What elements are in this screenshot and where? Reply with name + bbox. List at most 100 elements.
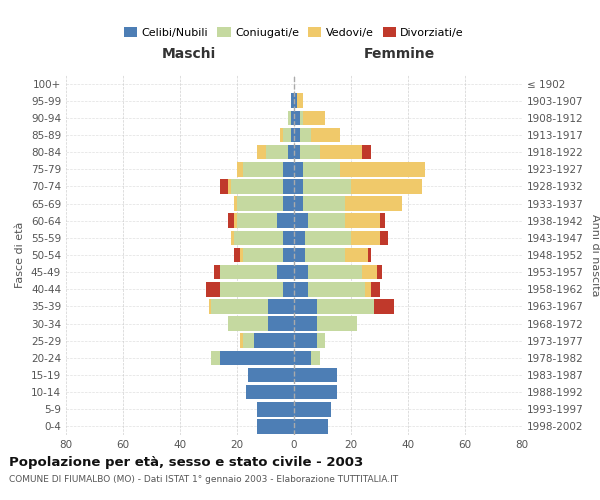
Bar [351,230,380,245]
Bar [237,162,242,176]
Y-axis label: Fasce di età: Fasce di età [16,222,25,288]
Bar [242,334,254,348]
Bar [232,179,283,194]
Bar [317,299,374,314]
Bar [371,282,380,296]
Bar [294,94,297,108]
Bar [368,248,371,262]
Bar [380,230,388,245]
Bar [317,316,356,331]
Text: COMUNE DI FIUMALBO (MO) - Dati ISTAT 1° gennaio 2003 - Elaborazione TUTTITALIA.I: COMUNE DI FIUMALBO (MO) - Dati ISTAT 1° … [9,475,398,484]
Bar [265,145,289,160]
Bar [294,350,311,365]
Bar [308,282,365,296]
Bar [220,265,277,280]
Bar [234,214,237,228]
Bar [245,385,294,400]
Bar [308,265,362,280]
Bar [302,196,346,211]
Bar [234,248,240,262]
Bar [257,402,294,416]
Bar [294,248,305,262]
Text: Popolazione per età, sesso e stato civile - 2003: Popolazione per età, sesso e stato civil… [9,456,363,469]
Bar [248,368,294,382]
Bar [374,299,394,314]
Bar [291,110,294,125]
Bar [257,419,294,434]
Bar [300,128,311,142]
Bar [240,248,242,262]
Bar [206,282,220,296]
Bar [294,265,308,280]
Bar [237,214,277,228]
Text: Femmine: Femmine [363,46,434,60]
Bar [297,94,302,108]
Bar [234,230,283,245]
Bar [302,110,325,125]
Bar [283,128,291,142]
Bar [308,214,346,228]
Bar [302,179,351,194]
Bar [268,299,294,314]
Bar [234,196,237,211]
Bar [289,145,294,160]
Bar [300,110,302,125]
Text: Maschi: Maschi [162,46,216,60]
Bar [294,282,308,296]
Bar [280,128,283,142]
Bar [294,110,300,125]
Bar [346,196,403,211]
Bar [288,110,291,125]
Bar [220,282,283,296]
Bar [214,265,220,280]
Bar [294,419,328,434]
Bar [283,248,294,262]
Legend: Celibi/Nubili, Coniugati/e, Vedovi/e, Divorziati/e: Celibi/Nubili, Coniugati/e, Vedovi/e, Di… [119,23,469,42]
Bar [283,162,294,176]
Bar [211,299,268,314]
Bar [294,385,337,400]
Bar [340,162,425,176]
Bar [209,299,211,314]
Bar [240,334,242,348]
Bar [220,179,229,194]
Bar [294,145,300,160]
Bar [229,214,234,228]
Bar [294,334,317,348]
Bar [311,128,340,142]
Bar [232,230,234,245]
Bar [291,128,294,142]
Bar [380,214,385,228]
Bar [268,316,294,331]
Bar [377,265,382,280]
Bar [283,196,294,211]
Bar [311,350,320,365]
Bar [220,350,294,365]
Bar [305,230,351,245]
Bar [320,145,362,160]
Bar [362,265,377,280]
Bar [300,145,320,160]
Bar [211,350,220,365]
Bar [243,248,283,262]
Bar [283,230,294,245]
Bar [294,214,308,228]
Bar [305,248,346,262]
Bar [254,334,294,348]
Bar [291,94,294,108]
Bar [277,214,294,228]
Bar [351,179,422,194]
Bar [294,368,337,382]
Bar [362,145,371,160]
Bar [277,265,294,280]
Bar [283,282,294,296]
Bar [317,334,325,348]
Bar [365,282,371,296]
Y-axis label: Anni di nascita: Anni di nascita [590,214,600,296]
Bar [294,128,300,142]
Bar [294,179,302,194]
Bar [229,179,232,194]
Bar [294,402,331,416]
Bar [294,196,302,211]
Bar [283,179,294,194]
